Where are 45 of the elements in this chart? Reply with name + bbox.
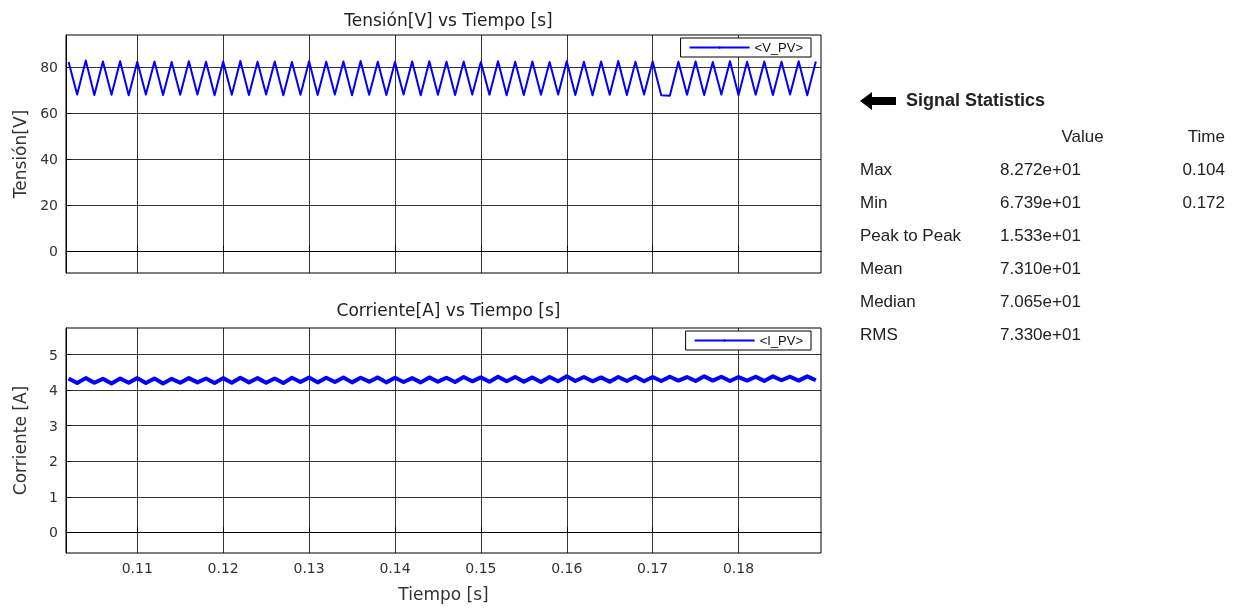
x-tick-label: 0.15 — [465, 560, 497, 576]
text: RMS — [860, 323, 899, 346]
y-tick-label: 60 — [40, 104, 58, 121]
y-tick-label: 2 — [49, 453, 58, 470]
chart-title: Corriente[A] vs Tiempo [s] — [336, 299, 561, 320]
legend-label: <I_PV> — [759, 333, 804, 348]
y-tick-label: 80 — [40, 58, 58, 75]
y-tick-label: 5 — [49, 346, 58, 363]
text: Min — [860, 191, 889, 214]
text: 0.172 — [1181, 191, 1225, 214]
text: Mean — [860, 257, 904, 280]
x-tick-label: 0.16 — [551, 560, 583, 576]
x-tick-label: 0.13 — [293, 560, 325, 576]
x-tick-label: 0.12 — [207, 560, 239, 576]
text: Signal Statistics — [906, 90, 1046, 111]
legend-label: <V_PV> — [754, 40, 804, 55]
text: 6.739e+01 — [1000, 191, 1082, 214]
chart-title: Tensión[V] vs Tiempo [s] — [343, 9, 553, 30]
y-tick-label: 1 — [49, 488, 58, 505]
x-tick-label: 0.18 — [722, 560, 755, 576]
y-tick-label: 0 — [49, 242, 58, 259]
y-tick-label: 4 — [49, 382, 59, 399]
text: 1.533e+01 — [1000, 224, 1082, 247]
y-tick-label: 3 — [49, 417, 58, 434]
line-series — [66, 374, 818, 386]
text: Max — [860, 158, 894, 181]
y-tick-label: 20 — [40, 196, 58, 213]
line-series — [67, 59, 817, 97]
text: 7.065e+01 — [1000, 290, 1082, 313]
text: Time — [1186, 125, 1225, 148]
x-tick-label: 0.17 — [637, 560, 669, 576]
y-tick-label: 0 — [49, 524, 58, 541]
text: 7.310e+01 — [1000, 257, 1082, 280]
text: 0.104 — [1181, 158, 1225, 181]
text: 7.330e+01 — [1000, 323, 1082, 346]
y-tick-label: 40 — [40, 150, 58, 167]
x-tick-label: 0.14 — [379, 560, 411, 576]
text: Value — [1060, 125, 1105, 148]
text: Median — [860, 290, 917, 313]
y-axis-title: Corriente [A] — [9, 385, 30, 496]
y-axis-title: Tensión[V] — [9, 109, 30, 200]
x-tick-label: 0.11 — [121, 560, 153, 576]
text: Peak to Peak — [860, 224, 963, 247]
x-axis-title: Tiempo [s] — [397, 583, 489, 604]
text: 8.272e+01 — [1000, 158, 1082, 181]
